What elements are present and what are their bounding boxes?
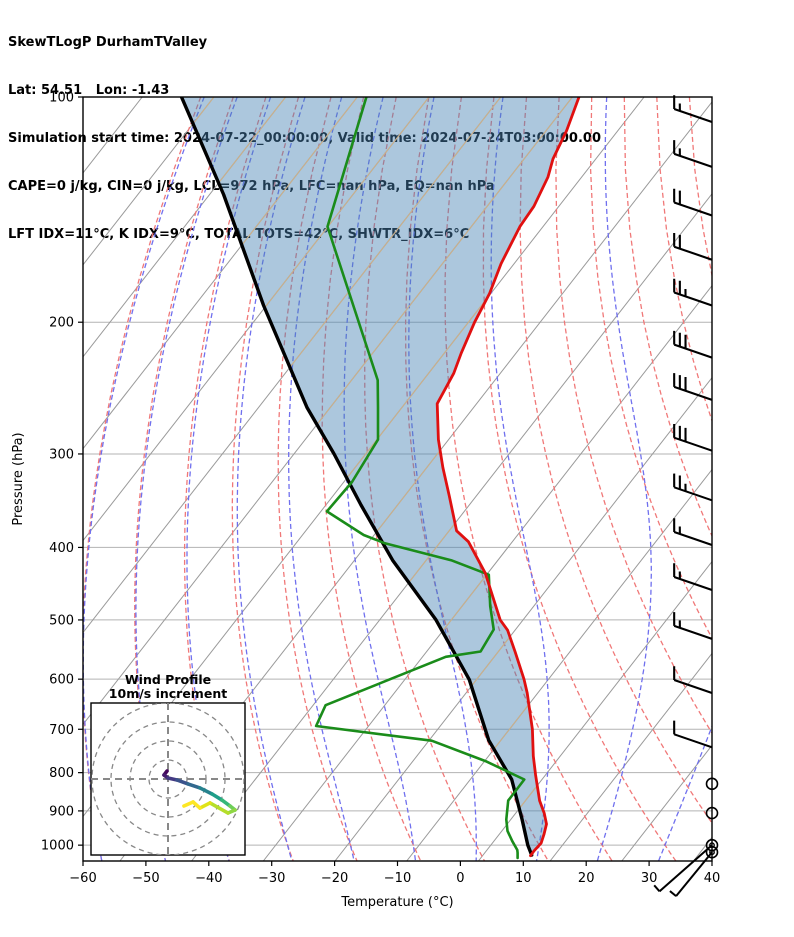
x-tick-label: 20 xyxy=(578,871,595,886)
temperature-profile-line xyxy=(435,97,581,858)
figure-times: Simulation start time: 2024-07-22_00:00:… xyxy=(8,131,601,146)
y-axis-label: Pressure (hPa) xyxy=(11,432,26,525)
hodograph-rings xyxy=(91,703,245,855)
calm-wind-circle xyxy=(705,777,719,791)
wind-barbs xyxy=(653,95,719,897)
hodograph-trace-segment xyxy=(175,778,190,786)
figure-cape-line: CAPE=0 j/kg, CIN=0 j/kg, LCL=972 hPa, LF… xyxy=(8,179,495,194)
hodograph-trace-segment xyxy=(208,801,230,815)
x-tick-label: 10 xyxy=(515,871,532,886)
figure-latlon: Lat: 54.51 Lon: -1.43 xyxy=(8,83,170,98)
y-tick-label: 500 xyxy=(49,613,74,628)
hodograph-title: Wind Profile xyxy=(125,672,211,687)
x-tick-label: −20 xyxy=(321,871,348,886)
parcel-profile-line xyxy=(179,97,534,857)
hodograph-trace-segment xyxy=(198,786,214,796)
x-axis-label: Temperature (°C) xyxy=(340,895,453,910)
dewpoint-profile-line xyxy=(314,97,526,860)
y-tick-label: 1000 xyxy=(41,839,74,854)
y-tick-label: 400 xyxy=(49,541,74,556)
x-tick-label: −30 xyxy=(258,871,285,886)
figure-title: SkewTLogP DurhamTValley xyxy=(8,35,208,50)
x-tick-label: −40 xyxy=(195,871,222,886)
sounding-profiles xyxy=(179,97,581,860)
figure-header: SkewTLogP DurhamTValley Lat: 54.51 Lon: … xyxy=(8,3,601,275)
y-tick-label: 300 xyxy=(49,447,74,462)
y-tick-label: 900 xyxy=(49,804,74,819)
hodograph-trace-segment xyxy=(198,801,212,810)
hodograph-subtitle: 10m/s increment xyxy=(109,686,227,701)
calm-wind-circle xyxy=(705,806,719,820)
x-tick-label: −50 xyxy=(132,871,159,886)
y-tick-label: 200 xyxy=(49,316,74,331)
hodograph-trace-segment xyxy=(186,782,202,790)
x-tick-label: −60 xyxy=(69,871,96,886)
y-tick-label: 600 xyxy=(49,673,74,688)
hodograph-trace-segment xyxy=(182,800,195,808)
y-tick-label: 100 xyxy=(49,91,74,106)
x-tick-label: 30 xyxy=(641,871,658,886)
calm-wind-circle xyxy=(705,845,719,859)
x-tick-label: 40 xyxy=(704,871,721,886)
y-tick-label: 700 xyxy=(49,723,74,738)
figure-indices-line: LFT IDX=11°C, K IDX=9°C, TOTAL TOTS=42°C… xyxy=(8,227,469,242)
hodograph-trace-segment xyxy=(210,792,224,802)
y-tick-label: 800 xyxy=(49,766,74,781)
x-tick-label: −10 xyxy=(384,871,411,886)
x-tick-label: 0 xyxy=(456,871,464,886)
